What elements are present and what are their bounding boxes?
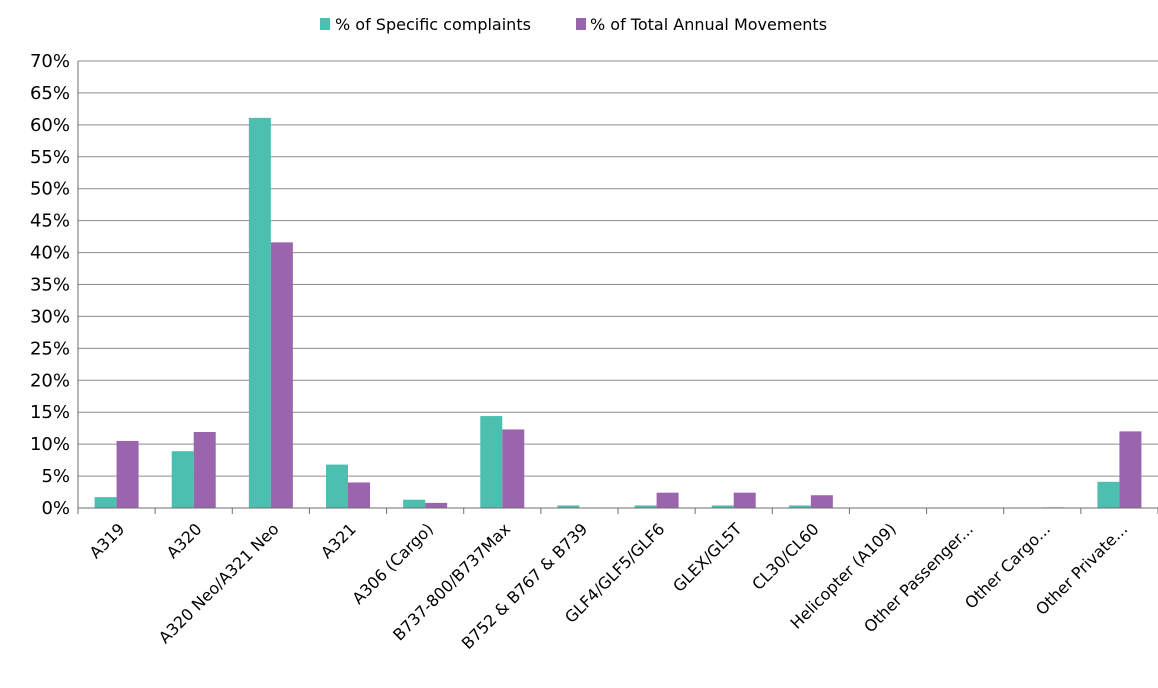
bar-specific-complaints bbox=[403, 499, 426, 508]
y-tick-label: 20% bbox=[30, 370, 70, 391]
bar-total-annual-movements bbox=[502, 429, 525, 508]
legend-label-specific-complaints: % of Specific complaints bbox=[335, 15, 531, 34]
y-tick-label: 5% bbox=[41, 466, 70, 487]
y-tick-label: 40% bbox=[30, 243, 70, 264]
x-tick-label: A321 bbox=[317, 519, 360, 562]
bar-specific-complaints bbox=[1097, 481, 1120, 508]
bar-total-annual-movements bbox=[656, 492, 679, 508]
y-tick-label: 30% bbox=[30, 306, 70, 327]
bar-total-annual-movements bbox=[270, 242, 293, 508]
legend: % of Specific complaints % of Total Annu… bbox=[320, 15, 827, 34]
x-tick-label: A319 bbox=[86, 519, 129, 562]
bar-total-annual-movements bbox=[1119, 431, 1142, 508]
y-tick-label: 10% bbox=[30, 434, 70, 455]
bar-specific-complaints bbox=[94, 497, 117, 508]
y-tick-label: 35% bbox=[30, 275, 70, 296]
bar-total-annual-movements bbox=[348, 482, 370, 508]
bar-specific-complaints bbox=[171, 451, 194, 508]
bar-total-annual-movements bbox=[193, 432, 216, 508]
x-tick-label: CL30/CL60 bbox=[748, 519, 822, 593]
bar-specific-complaints bbox=[480, 416, 503, 508]
bar-specific-complaints bbox=[326, 464, 348, 508]
bar-total-annual-movements bbox=[733, 492, 756, 508]
axes bbox=[77, 61, 1158, 514]
y-tick-label: 70% bbox=[30, 51, 70, 72]
y-tick-label: 55% bbox=[30, 147, 70, 168]
y-tick-label: 25% bbox=[30, 338, 70, 359]
x-tick-label: GLEX/GL5T bbox=[669, 519, 746, 596]
legend-swatch-specific-complaints bbox=[320, 18, 330, 30]
bar-specific-complaints bbox=[711, 505, 734, 508]
legend-label-total-annual-movements: % of Total Annual Movements bbox=[590, 15, 827, 34]
x-tick-label: A306 (Cargo) bbox=[348, 519, 437, 608]
bar-specific-complaints bbox=[557, 505, 580, 508]
y-tick-label: 15% bbox=[30, 402, 70, 423]
y-tick-label: 65% bbox=[30, 83, 70, 104]
y-tick-label: 0% bbox=[41, 498, 70, 519]
legend-swatch-total-annual-movements bbox=[576, 18, 586, 30]
bar-total-annual-movements bbox=[425, 502, 448, 508]
bar-specific-complaints bbox=[788, 505, 811, 508]
y-axis-ticks: 0% 5% 10% 15% 20% 25% 30% 35% 40% 45% 50% 55% 60% 65%… bbox=[30, 51, 70, 519]
bar-specific-complaints bbox=[634, 505, 657, 508]
x-tick-label: B752 & B767 & B739 bbox=[458, 519, 592, 653]
bar-specific-complaints bbox=[248, 117, 271, 508]
y-tick-label: 60% bbox=[30, 115, 70, 136]
gridlines bbox=[78, 60, 1158, 477]
bar-total-annual-movements bbox=[810, 495, 833, 508]
bars bbox=[94, 117, 1142, 508]
bar-total-annual-movements bbox=[116, 440, 139, 508]
x-tick-label: A320 bbox=[163, 519, 206, 562]
y-tick-label: 45% bbox=[30, 211, 70, 232]
y-tick-label: 50% bbox=[30, 179, 70, 200]
